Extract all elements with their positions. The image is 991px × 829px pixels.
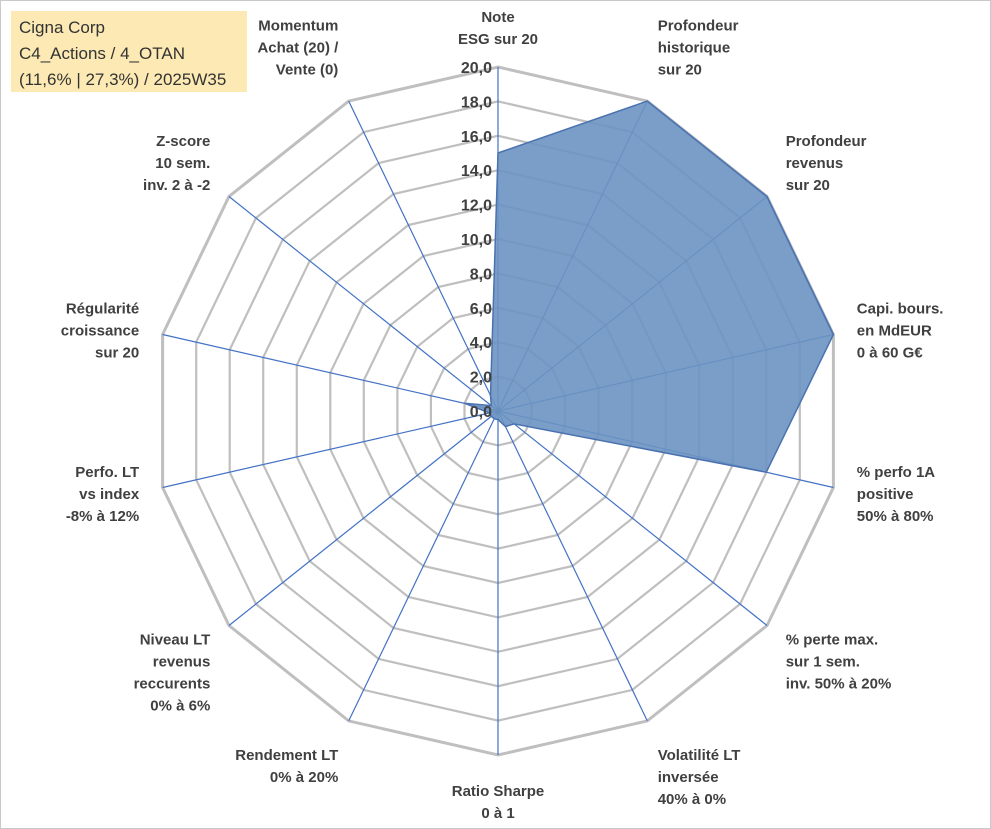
chart-title-box: Cigna Corp C4_Actions / 4_OTAN (11,6% | …	[11, 11, 247, 92]
axis-label-line: 0% à 6%	[150, 697, 210, 714]
title-category: C4_Actions / 4_OTAN	[19, 44, 185, 63]
axis-label-line: Capi. bours.	[857, 300, 944, 317]
axis-label-line: reccurents	[134, 675, 211, 692]
axis-label-line: 50% à 80%	[857, 508, 934, 525]
axis-label: Volatilité LT inversée 40% à 0%	[658, 747, 741, 808]
axis-label: Rendement LT 0% à 20%	[235, 747, 338, 786]
title-period: (11,6% | 27,3%) / 2025W35	[19, 70, 227, 89]
axis-label-line: historique	[658, 40, 731, 57]
series-area	[464, 100, 835, 474]
axis-label-line: vs index	[79, 486, 140, 503]
axis-spoke	[162, 410, 499, 489]
axis-label: Perfo. LT vs index -8% à 12%	[66, 464, 140, 525]
axis-label-line: Ratio Sharpe	[452, 783, 545, 800]
axis-label: Profondeur revenus sur 20	[786, 133, 867, 194]
tick-label: 4,0	[470, 335, 492, 352]
axis-label-line: sur 20	[658, 62, 702, 79]
tick-label: 14,0	[461, 163, 492, 180]
axis-label-line: Profondeur	[786, 133, 867, 150]
tick-label: 20,0	[461, 60, 492, 77]
axis-label-line: croissance	[61, 322, 139, 339]
axis-spoke	[348, 100, 499, 412]
axis-label: Momentum Achat (20) / Vente (0)	[257, 18, 339, 79]
axis-label-line: % perfo 1A	[857, 464, 936, 481]
axis-spoke	[497, 410, 768, 626]
axis-label-line: Perfo. LT	[75, 464, 139, 481]
axis-label-line: Volatilité LT	[658, 747, 741, 764]
tick-label: 10,0	[461, 232, 492, 249]
axis-label: Niveau LT revenus reccurents 0% à 6%	[134, 631, 211, 714]
radar-axis-labels: Note ESG sur 20 Profondeur historique sur 20…	[61, 9, 944, 822]
axis-label: Profondeur historique sur 20	[658, 18, 739, 79]
axis-label: Régularité croissance sur 20	[61, 300, 139, 361]
axis-label: % perte max. sur 1 sem. inv. 50% à 20%	[786, 631, 892, 692]
axis-spoke	[162, 333, 499, 412]
axis-label: Z-score 10 sem. inv. 2 à -2	[143, 133, 210, 194]
axis-label-line: en MdEUR	[857, 322, 932, 339]
axis-label-line: 40% à 0%	[658, 791, 726, 808]
tick-label: 8,0	[470, 266, 492, 283]
radar-tick-labels: 0,0 2,0 4,0 6,0 8,0 10,0 12,0 14,0 16,0 18,0 20,0	[461, 60, 492, 421]
axis-label-line: Rendement LT	[235, 747, 338, 764]
radar-series	[464, 100, 835, 474]
tick-label: 12,0	[461, 198, 492, 215]
tick-label: 6,0	[470, 301, 492, 318]
axis-label: Note ESG sur 20	[458, 9, 538, 48]
axis-label-line: Régularité	[66, 300, 139, 317]
axis-label-line: sur 20	[786, 177, 830, 194]
axis-spoke	[497, 410, 648, 722]
axis-label-line: inv. 2 à -2	[143, 177, 210, 194]
axis-label-line: Note	[481, 9, 514, 26]
axis-label-line: inv. 50% à 20%	[786, 675, 892, 692]
tick-label: 2,0	[470, 370, 492, 387]
axis-label-line: sur 1 sem.	[786, 653, 860, 670]
axis-spoke	[228, 196, 499, 412]
tick-label: 16,0	[461, 129, 492, 146]
axis-label-line: ESG sur 20	[458, 31, 538, 48]
axis-label-line: 0 à 60 G€	[857, 344, 924, 361]
axis-label-line: Z-score	[156, 133, 210, 150]
axis-label-line: % perte max.	[786, 631, 879, 648]
axis-label-line: -8% à 12%	[66, 508, 139, 525]
axis-label-line: Profondeur	[658, 18, 739, 35]
axis-label-line: Achat (20) /	[257, 40, 339, 57]
title-company: Cigna Corp	[19, 18, 105, 37]
tick-label: 18,0	[461, 94, 492, 111]
axis-label-line: 0% à 20%	[270, 769, 338, 786]
axis-label: Ratio Sharpe 0 à 1	[452, 783, 545, 822]
axis-label-line: Momentum	[258, 18, 338, 35]
axis-label-line: positive	[857, 486, 914, 503]
axis-label-line: revenus	[153, 653, 211, 670]
axis-label-line: revenus	[786, 155, 844, 172]
axis-spoke	[228, 410, 499, 626]
axis-label-line: Vente (0)	[276, 62, 339, 79]
axis-label: % perfo 1A positive 50% à 80%	[857, 464, 936, 525]
tick-label: 0,0	[470, 404, 492, 421]
axis-label-line: inversée	[658, 769, 719, 786]
axis-label-line: 10 sem.	[155, 155, 210, 172]
axis-label-line: 0 à 1	[481, 805, 514, 822]
axis-spoke	[348, 410, 499, 722]
axis-label-line: Niveau LT	[140, 631, 211, 648]
axis-label-line: sur 20	[95, 344, 139, 361]
axis-label: Capi. bours. en MdEUR 0 à 60 G€	[857, 300, 944, 361]
